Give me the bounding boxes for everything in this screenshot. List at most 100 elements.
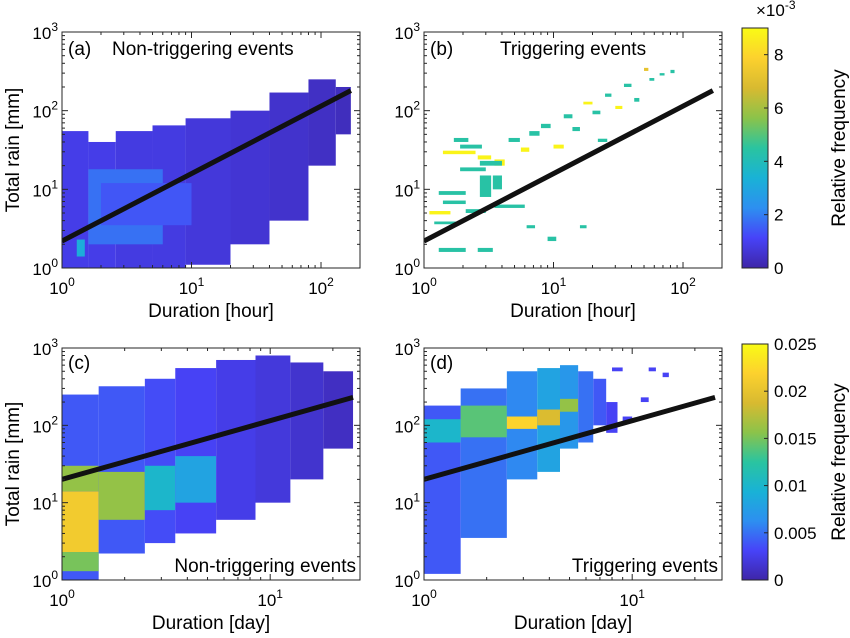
colorbar-tick-label: 0.015 [774, 429, 817, 448]
y-axis-label: Total rain [mm] [3, 402, 24, 527]
heatmap-cell [520, 147, 530, 152]
y-tick-label: 102 [394, 99, 420, 122]
axes-frame [423, 347, 723, 581]
x-tick-label: 101 [619, 587, 645, 610]
heatmap-cell [659, 73, 665, 76]
heatmap-cell [290, 362, 324, 480]
heatmap-cell [644, 67, 649, 71]
heatmap-cell [98, 386, 145, 554]
heatmap-cell [597, 138, 608, 142]
heatmap-cell [255, 355, 291, 503]
x-tick-label: 100 [411, 587, 437, 610]
y-tick-label: 103 [394, 336, 420, 359]
y-tick-label: 101 [394, 491, 420, 514]
ticks [61, 347, 360, 581]
heatmap-cell [606, 402, 618, 433]
heatmap-cell [442, 150, 476, 155]
y-tick-label: 100 [394, 256, 420, 279]
x-tick-label: 100 [49, 275, 75, 298]
y-tick-label: 100 [32, 568, 58, 591]
panel-a: 100 101 102 100 101 102 103 Duration [hour] Tota… [3, 20, 361, 322]
heatmap-cell [622, 416, 633, 423]
heatmap-cell [216, 359, 256, 520]
heatmap-cell [578, 371, 594, 443]
axes-frame [61, 347, 361, 581]
y-tick-label: 103 [32, 336, 58, 359]
heatmap-cell [269, 92, 309, 221]
heatmap-cell [62, 552, 99, 572]
heatmap-cell [506, 416, 538, 429]
colorbar-tick-label: 0.02 [774, 382, 807, 401]
colorbars: 0 2 4 6 8 ×10-3 Relative frequency 0 0.005 0.01 0.… [741, 0, 850, 590]
y-tick-label: 100 [394, 568, 420, 591]
heatmap-cell [605, 93, 612, 97]
heatmap-cell [453, 137, 469, 142]
y-tick-label: 102 [32, 413, 58, 436]
heatmap-cell [323, 371, 354, 449]
heatmap-cells [429, 67, 675, 252]
ticks [423, 347, 722, 581]
panels: 100 101 102 100 101 102 103 Duration [hour] Tota… [3, 20, 723, 634]
panel-title: Non-triggering events [174, 556, 356, 577]
heatmap-cell [640, 397, 649, 403]
heatmap-cell [615, 105, 623, 109]
heatmap-cell [175, 368, 217, 534]
heatmap-cell [460, 405, 507, 438]
heatmap-cell [559, 398, 579, 412]
colorbar-bottom: 0 0.005 0.01 0.015 0.02 0.025 Relative frequen… [741, 335, 850, 590]
colorbar-tick-label: 0 [774, 259, 783, 278]
panel-d: 100 101 100 101 102 103 Duration [day] (d) Trigg… [394, 336, 723, 634]
x-axis-label: Duration [hour] [148, 301, 274, 322]
heatmap-cell [429, 211, 451, 215]
y-tick-label: 103 [394, 20, 420, 43]
heatmap-cell [579, 225, 587, 229]
heatmap-cell [442, 200, 466, 205]
heatmap-cell [670, 69, 675, 74]
panel-title: Triggering events [500, 39, 646, 60]
heatmap-cell [144, 465, 176, 511]
heatmap-cells [424, 365, 669, 574]
panel-label: (b) [430, 39, 453, 60]
heatmap-cell [479, 160, 502, 166]
ticks [61, 31, 361, 269]
heatmap-cell [230, 110, 270, 245]
heatmap-cell [460, 144, 482, 149]
y-tick-label: 102 [32, 99, 58, 122]
heatmap-cell [529, 131, 540, 136]
heatmap-cells [62, 79, 351, 268]
x-tick-label: 102 [308, 275, 334, 298]
colorbar-top: 0 2 4 6 8 ×10-3 Relative frequency [741, 0, 850, 278]
heatmap-cell [649, 78, 655, 81]
heatmap-cell [62, 491, 99, 553]
heatmap-cell [438, 191, 466, 195]
heatmap-cell [553, 144, 564, 149]
y-tick-label: 103 [32, 20, 58, 43]
colorbar-tick-label: 8 [774, 46, 783, 65]
heatmap-cell [175, 456, 217, 503]
heatmap-cell [572, 126, 580, 132]
heatmap-cell [424, 419, 461, 443]
heatmap-cell [547, 236, 557, 242]
fit-line [62, 88, 353, 244]
x-tick-label: 100 [411, 275, 437, 298]
heatmap-cell [623, 83, 632, 87]
colorbar-tick-label: 0 [774, 571, 783, 590]
heatmap-cell [634, 97, 640, 102]
heatmap-cell [526, 225, 536, 229]
heatmap-cell [583, 101, 593, 105]
heatmap-cell [593, 378, 607, 426]
y-tick-label: 102 [394, 413, 420, 436]
heatmap-cell [662, 372, 669, 378]
heatmap-cell [460, 167, 486, 172]
colorbar-tick-label: 4 [774, 152, 783, 171]
colorbar-tick-label: 0.005 [774, 524, 817, 543]
x-tick-label: 102 [670, 275, 696, 298]
y-axis-label: Total rain [mm] [3, 88, 24, 213]
heatmap-cell [540, 123, 551, 129]
heatmap-cell [508, 137, 520, 142]
fit-line [424, 88, 715, 244]
y-tick-label: 101 [32, 177, 58, 200]
axes-frame [61, 31, 361, 269]
heatmap-cell [98, 471, 145, 520]
heatmap-cell [100, 183, 192, 226]
